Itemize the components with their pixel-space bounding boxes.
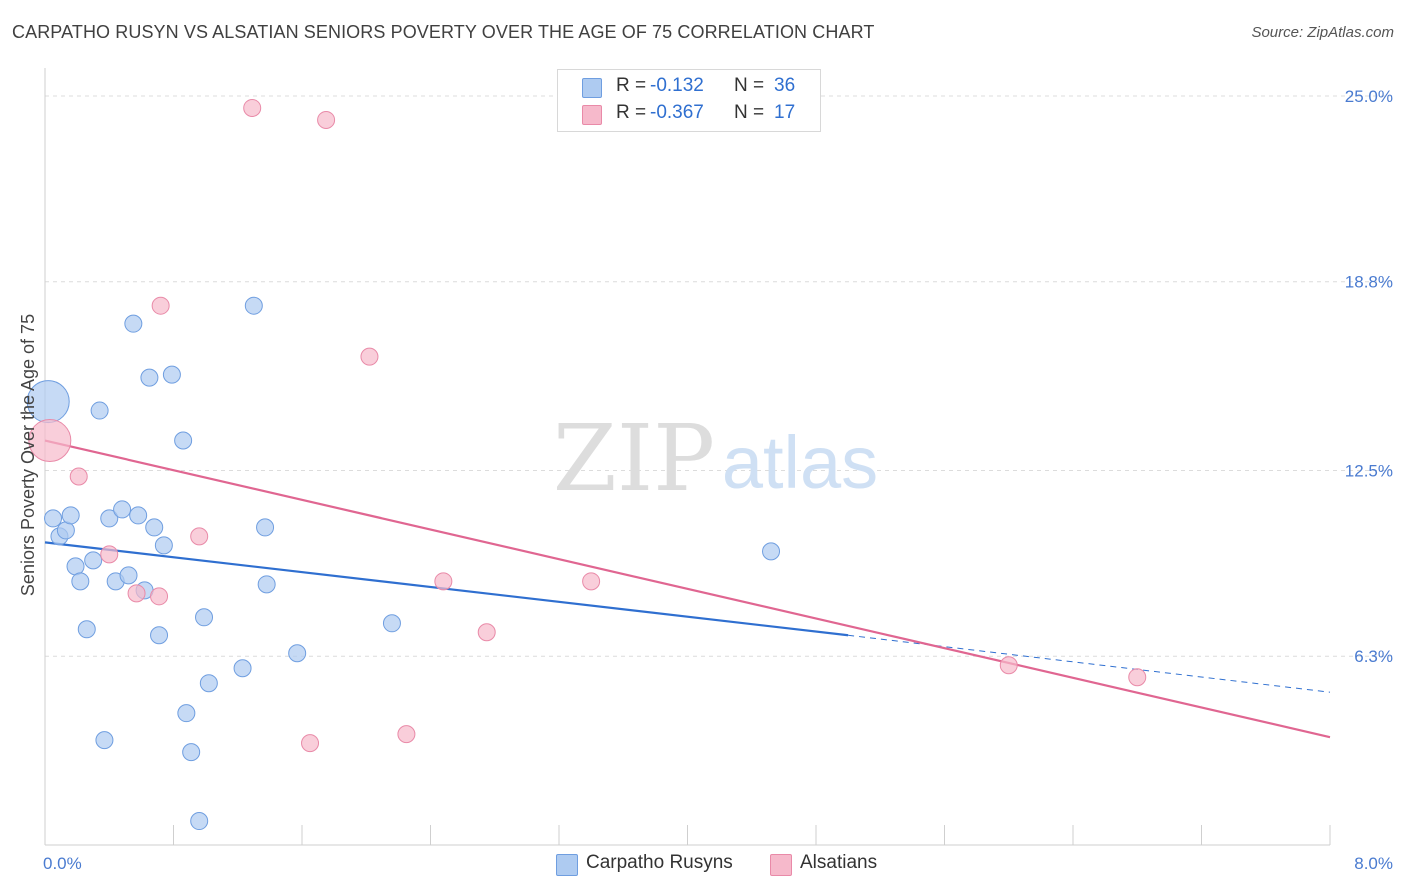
alsatian-point [127, 584, 146, 603]
data-points [26, 98, 1147, 831]
carpatho-rusyn-point [233, 659, 252, 678]
carpatho-rusyn-point [44, 509, 63, 528]
carpatho-rusyn-point [382, 614, 401, 633]
carpatho-rusyn-point [154, 536, 173, 555]
x-tick-label: 0.0% [43, 854, 82, 873]
carpatho-rusyn-point [66, 557, 85, 576]
y-axis-label: Seniors Poverty Over the Age of 75 [18, 314, 38, 596]
grid-lines [45, 95, 1392, 657]
tick-labels: 25.0% 18.8% 12.5% 6.3% 0.0% 8.0% [43, 87, 1393, 873]
alsatian-point [1128, 668, 1147, 687]
carpatho-rusyn-point [77, 620, 96, 639]
alsatian-point [69, 467, 88, 486]
alsatian-point [190, 527, 209, 546]
x-tick-label: 8.0% [1354, 854, 1393, 873]
carpatho-rusyn-point [100, 509, 119, 528]
alsatian-point [999, 656, 1018, 675]
bottom-legend-label: Alsatians [800, 852, 878, 873]
carpatho-rusyn-point [174, 431, 193, 450]
alsatian-point [360, 347, 379, 366]
alsatian-point [397, 725, 416, 744]
carpatho-rusyn-point [145, 518, 164, 537]
alsatian-point [582, 572, 601, 591]
carpatho-rusyn-point [119, 566, 138, 585]
y-tick-label: 6.3% [1354, 647, 1393, 666]
alsatian-point [301, 734, 320, 753]
carpatho-rusyn-point [190, 812, 209, 831]
alsatian-point [477, 623, 496, 642]
carpatho-rusyn-point [150, 626, 169, 645]
legend-n-value: 36 [774, 75, 796, 96]
carpatho-rusyn-point [244, 296, 263, 315]
y-tick-label: 18.8% [1345, 273, 1393, 292]
carpatho-rusyn-point [162, 365, 181, 384]
y-tick-label: 12.5% [1345, 461, 1393, 480]
watermark: ZIP atlas [553, 405, 878, 512]
legend-swatch-pink [582, 105, 602, 125]
trend-line-extension [848, 634, 1331, 693]
carpatho-rusyn-point [288, 644, 307, 663]
watermark-zip: ZIP [553, 405, 715, 512]
carpatho-rusyn-point [762, 542, 781, 561]
legend-n-label: N = [734, 75, 765, 96]
carpatho-rusyn-point [124, 314, 143, 333]
chart-title: CARPATHO RUSYN VS ALSATIAN SENIORS POVER… [12, 22, 875, 42]
legend-r-label: R = [616, 75, 647, 96]
legend-n-value: 17 [774, 102, 796, 123]
alsatian-point [434, 572, 453, 591]
legend-swatch-blue [582, 78, 602, 98]
alsatian-point [150, 587, 169, 606]
carpatho-rusyn-point [84, 551, 103, 570]
carpatho-rusyn-point [129, 506, 148, 525]
alsatian-point [100, 545, 119, 564]
trend-line-alsatian [44, 439, 1331, 739]
carpatho-rusyn-point [95, 731, 114, 750]
carpatho-rusyn-point [199, 674, 218, 693]
bottom-legend-swatch-blue [556, 854, 578, 876]
carpatho-rusyn-point [56, 521, 75, 540]
legend-n-label: N = [734, 102, 765, 123]
alsatian-point [28, 419, 72, 463]
legend-r-value: -0.367 [650, 102, 704, 123]
correlation-legend: R = -0.132 N = 36 R = -0.367 N = 17 [557, 69, 821, 132]
carpatho-rusyn-point [140, 368, 159, 387]
carpatho-rusyn-point [257, 575, 276, 594]
source-label: Source: ZipAtlas.com [1251, 24, 1394, 41]
carpatho-rusyn-point [71, 572, 90, 591]
alsatian-point [317, 110, 336, 129]
y-tick-label: 25.0% [1345, 87, 1393, 106]
alsatian-point [151, 296, 170, 315]
bottom-legend-label: Carpatho Rusyns [586, 852, 733, 873]
carpatho-rusyn-point [61, 506, 80, 525]
bottom-legend-swatch-pink [770, 854, 792, 876]
carpatho-rusyn-point [90, 401, 109, 420]
carpatho-rusyn-point [113, 500, 132, 519]
carpatho-rusyn-point [182, 743, 201, 762]
watermark-atlas: atlas [722, 421, 878, 504]
carpatho-rusyn-point [177, 704, 196, 723]
alsatian-point [243, 98, 262, 117]
carpatho-rusyn-point [256, 518, 275, 537]
legend-r-label: R = [616, 102, 647, 123]
carpatho-rusyn-point [195, 608, 214, 627]
legend-r-value: -0.132 [650, 75, 704, 96]
